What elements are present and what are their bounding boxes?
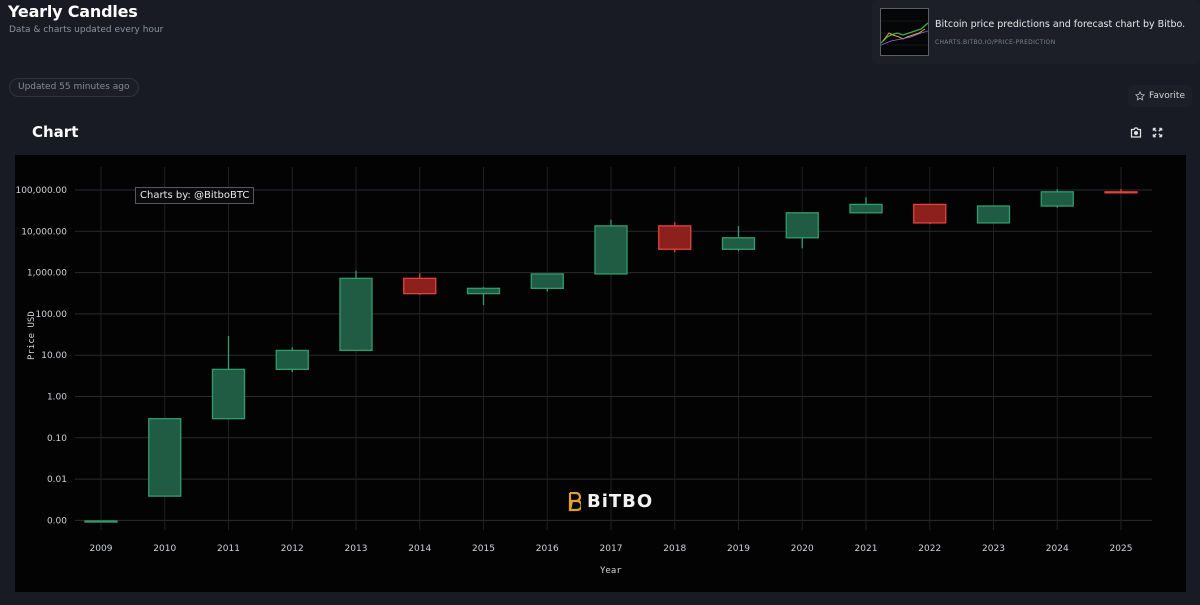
y-axis-label: Price USD: [27, 311, 37, 360]
candle-body-2011[interactable]: [211, 368, 246, 420]
bitbo-logo: BiTBO: [567, 491, 653, 512]
y-tick-label: 1,000.00: [27, 269, 67, 279]
chart-watermark: Charts by: @BitboBTC: [135, 187, 255, 204]
candle-body-2024[interactable]: [1040, 191, 1074, 207]
x-tick-label: 2019: [727, 544, 750, 554]
fullscreen-icon[interactable]: [1151, 126, 1163, 138]
promo-url[interactable]: CHARTS.BITBO.IO/PRICE-PREDICTION: [935, 39, 1056, 46]
chart-plot: 100,000.00 10,000.00 1,000.00 100.00 10.00 1.…: [15, 167, 1152, 554]
promo-card[interactable]: Bitcoin price predictions and forecast c…: [872, 0, 1200, 64]
candle-body-2012[interactable]: [275, 349, 309, 370]
star-icon: [1135, 91, 1146, 101]
chart-heading: Chart: [32, 123, 79, 141]
candle-body-2020[interactable]: [785, 212, 819, 239]
x-tick-label: 2012: [281, 544, 304, 554]
x-tick-label: 2014: [408, 544, 431, 554]
candle-body-2022[interactable]: [913, 203, 947, 224]
candle-body-2010[interactable]: [148, 418, 182, 497]
x-tick-label: 2010: [153, 544, 176, 554]
camera-icon[interactable]: [1130, 126, 1142, 138]
candle-body-2019[interactable]: [721, 237, 756, 250]
candle-body-2025[interactable]: [1104, 191, 1138, 194]
x-tick-label: 2020: [791, 544, 814, 554]
x-tick-label: 2009: [90, 544, 113, 554]
favorite-label: Favorite: [1149, 91, 1185, 101]
chart-toolbar: [1130, 126, 1163, 138]
x-tick-label: 2018: [663, 544, 686, 554]
candle-body-2015[interactable]: [466, 287, 501, 295]
y-tick-label: 0.10: [47, 434, 67, 444]
candle-body-2013[interactable]: [339, 277, 373, 352]
y-tick-label: 10,000.00: [21, 227, 67, 237]
promo-title[interactable]: Bitcoin price predictions and forecast c…: [935, 19, 1186, 30]
promo-thumbnail: [880, 8, 929, 56]
candle-body-2023[interactable]: [976, 205, 1011, 224]
candle-body-2017[interactable]: [594, 225, 628, 275]
candle-body-2016[interactable]: [530, 273, 564, 289]
y-tick-label: 0.00: [47, 516, 67, 526]
x-tick-label: 2016: [536, 544, 559, 554]
x-tick-label: 2024: [1046, 544, 1069, 554]
y-tick-label: 100,000.00: [15, 186, 67, 196]
x-tick-label: 2015: [472, 544, 495, 554]
x-tick-label: 2017: [600, 544, 623, 554]
candlestick-chart[interactable]: 100,000.00 10,000.00 1,000.00 100.00 10.00 1.…: [15, 155, 1186, 592]
candle-body-2018[interactable]: [658, 225, 692, 250]
y-tick-label: 10.00: [41, 351, 67, 361]
x-tick-label: 2011: [217, 544, 240, 554]
x-axis-label: Year: [600, 566, 622, 576]
y-tick-label: 0.01: [47, 475, 67, 485]
favorite-button[interactable]: Favorite: [1128, 85, 1192, 107]
y-tick-label: 100.00: [36, 310, 68, 320]
brand-name: BiTBO: [587, 491, 654, 512]
x-tick-label: 2025: [1110, 544, 1133, 554]
updated-badge: Updated 55 minutes ago: [9, 78, 139, 97]
y-tick-label: 1.00: [47, 393, 67, 403]
x-tick-label: 2013: [345, 544, 368, 554]
candle-body-2021[interactable]: [849, 203, 883, 214]
page-title: Yearly Candles: [8, 2, 138, 21]
x-tick-label: 2023: [982, 544, 1005, 554]
candle-body-2009[interactable]: [84, 520, 118, 523]
bitbo-logo-icon: [568, 491, 581, 511]
x-tick-label: 2021: [855, 544, 878, 554]
page-subtitle: Data & charts updated every hour: [9, 25, 164, 35]
candle-body-2014[interactable]: [403, 277, 437, 295]
x-tick-label: 2022: [918, 544, 941, 554]
